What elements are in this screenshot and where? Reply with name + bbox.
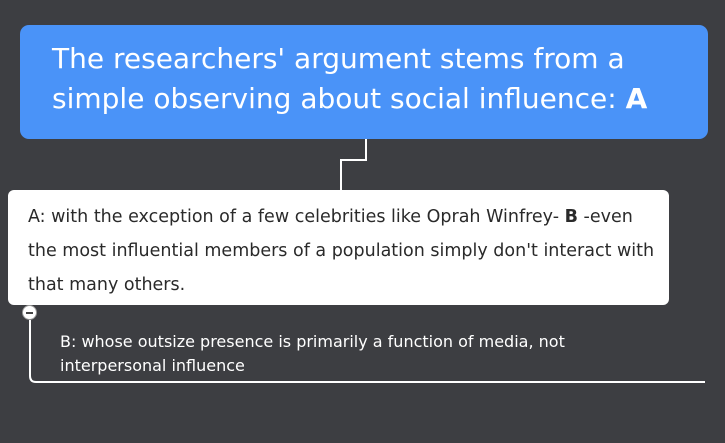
minus-glyph bbox=[26, 311, 33, 314]
child-topic-text: A: with the exception of a few celebriti… bbox=[28, 207, 565, 227]
root-topic-marker: A bbox=[625, 82, 648, 115]
collapse-minus-icon[interactable] bbox=[22, 305, 37, 320]
root-topic-node[interactable]: The researchers' argument stems from a s… bbox=[20, 25, 708, 139]
child-topic-marker: B bbox=[564, 207, 578, 227]
root-to-child-connector bbox=[340, 139, 367, 190]
subtopic-text: B: whose outsize presence is primarily a… bbox=[60, 332, 565, 375]
child-topic-node[interactable]: A: with the exception of a few celebriti… bbox=[8, 190, 669, 305]
subtopic-node[interactable]: B: whose outsize presence is primarily a… bbox=[60, 330, 660, 378]
child-topic-text-continued: -even the most influential members of a … bbox=[28, 207, 655, 295]
root-topic-text: The researchers' argument stems from a s… bbox=[52, 42, 626, 115]
